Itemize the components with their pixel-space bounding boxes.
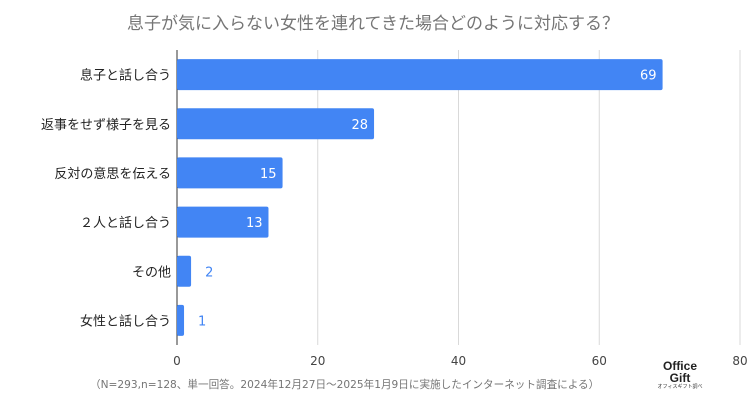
category-label: 女性と話し合う	[80, 313, 171, 329]
bar	[177, 206, 269, 238]
x-tick-label: 60	[592, 354, 607, 368]
bar-value-label: 13	[246, 216, 263, 231]
bars: 69 28 15 13 2 1	[177, 59, 663, 336]
bar	[177, 59, 663, 91]
office-gift-logo: Office Gift オフィスギフト調べ	[648, 360, 712, 391]
bar-value-label: 1	[198, 314, 206, 329]
logo-caption: オフィスギフト調べ	[657, 384, 703, 390]
category-label: 返事をせず様子を見る	[41, 118, 171, 133]
chart-title: 息子が気に入らない女性を連れてきた場合どのように対応する？	[127, 14, 619, 34]
x-tick-label: 0	[173, 354, 181, 368]
bar	[177, 304, 185, 336]
bar-value-label: 2	[205, 265, 213, 280]
category-label: ２人と話し合う	[80, 215, 171, 231]
x-tick-label: 20	[310, 354, 325, 368]
bar	[177, 157, 283, 189]
logo-line-office: Office	[662, 359, 697, 373]
bar-value-label: 28	[352, 118, 369, 133]
logo-line-gift: Gift	[669, 371, 691, 385]
bar	[177, 255, 192, 287]
footnote: （N=293,n=128、単一回答。2024年12月27日〜2025年1月9日に…	[90, 378, 599, 391]
grid	[317, 50, 741, 345]
bar-value-label: 69	[640, 69, 657, 84]
category-label: 息子と話し合う	[80, 68, 171, 84]
category-label: 反対の意思を伝える	[54, 166, 171, 182]
bar	[177, 108, 375, 140]
x-axis: 0 20 40 60 80	[173, 50, 747, 368]
x-tick-label: 40	[451, 354, 466, 368]
x-tick-label: 80	[732, 354, 747, 368]
bar-value-label: 15	[260, 167, 277, 182]
category-label: その他	[132, 265, 171, 280]
